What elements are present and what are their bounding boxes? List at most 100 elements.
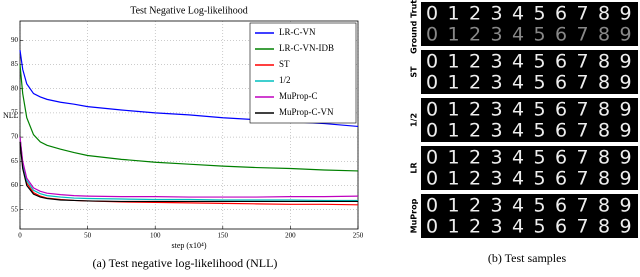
legend-label: ST [279, 59, 290, 69]
digit-sample: 8 [598, 147, 610, 169]
x-tick-label: 150 [218, 232, 229, 240]
digit-sample: 9 [619, 72, 631, 94]
digit-sample: 5 [533, 72, 545, 94]
y-tick-label: 70 [11, 133, 19, 141]
digit-sample: 1 [447, 168, 459, 190]
series-line [19, 64, 359, 172]
digit-sample: 1 [447, 51, 459, 73]
digit-sample: 5 [533, 24, 545, 46]
digit-sample: 4 [512, 216, 524, 238]
digit-sample: 2 [469, 195, 481, 217]
digit-sample: 5 [533, 216, 545, 238]
digit-sample: 3 [490, 168, 502, 190]
row-label: ST [410, 66, 419, 78]
digit-sample: 3 [490, 147, 502, 169]
digit-sample: 2 [469, 216, 481, 238]
digit-sample: 3 [490, 216, 502, 238]
digit-sample: 3 [490, 99, 502, 121]
legend-box [249, 22, 357, 124]
x-tick-label: 100 [150, 232, 161, 240]
digit-sample: 9 [619, 120, 631, 142]
digit-sample: 7 [576, 72, 588, 94]
y-tick-label: 90 [11, 36, 19, 44]
digit-sample: 1 [447, 24, 459, 46]
digit-sample: 7 [576, 168, 588, 190]
digit-sample: 8 [598, 168, 610, 190]
digit-sample: 9 [619, 99, 631, 121]
digit-sample: 5 [533, 99, 545, 121]
digit-sample: 0 [426, 216, 438, 238]
series-line [19, 141, 358, 203]
digit-sample: 2 [469, 120, 481, 142]
row-label: Ground Truth [410, 0, 419, 54]
legend-label: LR-C-VN [279, 27, 316, 37]
digit-sample: 8 [598, 195, 610, 217]
digit-sample: 7 [576, 195, 588, 217]
digit-sample: 7 [576, 3, 588, 25]
digit-sample: 4 [512, 168, 524, 190]
y-tick-label: 65 [11, 157, 19, 165]
series-line [19, 137, 359, 198]
sample-panel [421, 194, 638, 238]
digit-sample: 8 [598, 24, 610, 46]
digit-sample: 1 [447, 120, 459, 142]
digit-sample: 2 [469, 51, 481, 73]
digit-sample: 6 [555, 168, 567, 190]
legend-label: LR-C-VN-IDB [279, 43, 334, 53]
digit-sample: 8 [598, 51, 610, 73]
digit-sample: 1 [447, 3, 459, 25]
sample-panel [421, 146, 638, 190]
digit-sample: 0 [426, 168, 438, 190]
digit-sample: 6 [555, 147, 567, 169]
digit-sample: 6 [555, 72, 567, 94]
digit-sample: 2 [469, 147, 481, 169]
digit-sample: 0 [426, 3, 438, 25]
digit-sample: 0 [426, 195, 438, 217]
y-tick-label: 55 [11, 205, 19, 213]
digit-sample: 4 [512, 147, 524, 169]
digit-sample: 6 [555, 195, 567, 217]
chart-title: Test Negative Log-likelihood [130, 5, 248, 16]
digit-sample: 3 [490, 3, 502, 25]
digit-sample: 9 [619, 216, 631, 238]
x-tick-label: 250 [353, 232, 364, 240]
digit-sample: 9 [619, 3, 631, 25]
digit-sample: 0 [426, 51, 438, 73]
digit-sample: 8 [598, 3, 610, 25]
digit-sample: 6 [555, 51, 567, 73]
digit-sample: 0 [426, 120, 438, 142]
digit-sample: 5 [533, 3, 545, 25]
digit-sample: 8 [598, 216, 610, 238]
digit-sample: 9 [619, 195, 631, 217]
y-axis-label: NLL [3, 111, 19, 120]
digit-sample: 5 [533, 168, 545, 190]
series-line [19, 137, 358, 202]
digit-sample: 3 [490, 195, 502, 217]
digit-sample: 8 [598, 120, 610, 142]
digit-sample: 1 [447, 195, 459, 217]
sample-panel [421, 98, 638, 142]
digit-sample: 6 [555, 216, 567, 238]
digit-sample: 0 [426, 24, 438, 46]
digit-sample: 1 [447, 147, 459, 169]
caption: (b) Test samples [488, 251, 567, 265]
digit-sample: 7 [576, 24, 588, 46]
digit-sample: 1 [447, 216, 459, 238]
digit-sample: 7 [576, 51, 588, 73]
legend-label: MuProp-C [279, 91, 318, 101]
plot-frame [19, 20, 359, 230]
digit-sample: 0 [426, 72, 438, 94]
digit-sample: 9 [619, 24, 631, 46]
digit-sample: 4 [512, 120, 524, 142]
digit-sample: 6 [555, 120, 567, 142]
digit-sample: 3 [490, 24, 502, 46]
y-tick-label: 80 [11, 84, 19, 92]
digit-sample: 7 [576, 216, 588, 238]
digit-sample: 3 [490, 72, 502, 94]
legend-label: MuProp-C-VN [279, 107, 334, 117]
digit-sample: 4 [512, 99, 524, 121]
digit-sample: 2 [469, 99, 481, 121]
digit-sample: 5 [533, 195, 545, 217]
digit-sample: 7 [576, 99, 588, 121]
sample-panel [421, 2, 638, 46]
